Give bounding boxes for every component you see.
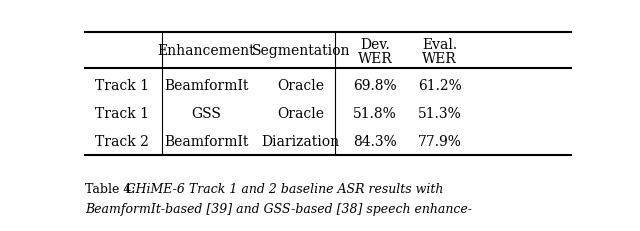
Text: BeamformIt-based [39] and GSS-based [38] speech enhance-: BeamformIt-based [39] and GSS-based [38]… [85,202,472,215]
Text: Dev.: Dev. [360,38,390,52]
Text: Eval.: Eval. [422,38,457,52]
Text: BeamformIt: BeamformIt [164,79,249,93]
Text: Oracle: Oracle [277,106,324,121]
Text: 61.2%: 61.2% [418,79,461,93]
Text: Segmentation: Segmentation [252,44,350,58]
Text: 69.8%: 69.8% [353,79,397,93]
Text: 51.8%: 51.8% [353,106,397,121]
Text: GSS: GSS [191,106,221,121]
Text: Track 1: Track 1 [95,106,149,121]
Text: CHiME-6 Track 1 and 2 baseline ASR results with: CHiME-6 Track 1 and 2 baseline ASR resul… [125,182,443,195]
Text: Oracle: Oracle [277,79,324,93]
Text: WER: WER [422,52,457,66]
Text: Diarization: Diarization [262,134,340,148]
Text: Track 1: Track 1 [95,79,149,93]
Text: Enhancement: Enhancement [157,44,255,58]
Text: Table 4:: Table 4: [85,182,136,195]
Text: 77.9%: 77.9% [418,134,461,148]
Text: 51.3%: 51.3% [418,106,461,121]
Text: WER: WER [358,52,392,66]
Text: 84.3%: 84.3% [353,134,397,148]
Text: Track 2: Track 2 [95,134,149,148]
Text: BeamformIt: BeamformIt [164,134,249,148]
